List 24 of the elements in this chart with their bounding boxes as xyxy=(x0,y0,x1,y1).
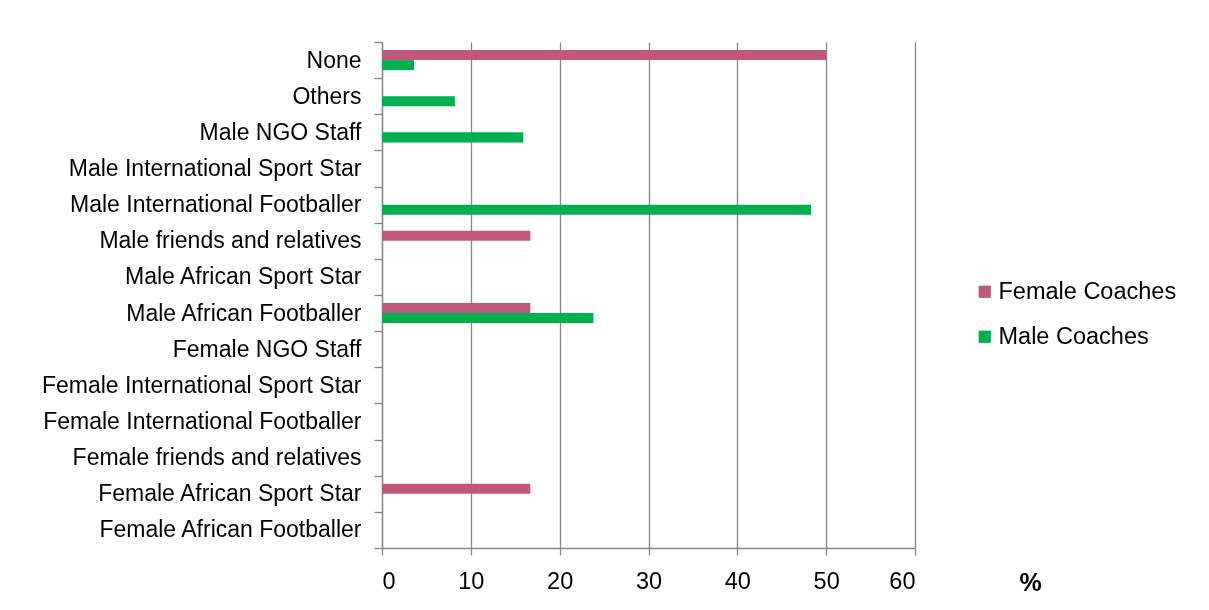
y-tick-label: None xyxy=(306,46,362,73)
y-tick-label: Male NGO Staff xyxy=(199,118,363,145)
x-tick-label: 30 xyxy=(635,567,663,594)
y-tick-label: Female International Footballer xyxy=(43,408,362,434)
y-tick-label: Female African Sport Star xyxy=(98,480,362,507)
y-tick-label: Male African Footballer xyxy=(126,299,362,326)
x-tick-label: 40 xyxy=(724,567,751,594)
y-tick-label: Female NGO Staff xyxy=(172,335,363,362)
legend-label: Female Coaches xyxy=(998,277,1177,304)
x-axis-title: % xyxy=(1019,567,1042,596)
y-tick-label: Male African Sport Star xyxy=(125,263,362,290)
y-tick-label: Female International Sport Star xyxy=(41,371,362,398)
y-tick-label: Female friends and relatives xyxy=(72,444,362,471)
x-tick-label: 0 xyxy=(382,567,396,594)
y-tick-label: Male friends and relatives xyxy=(99,227,362,254)
x-tick-label: 10 xyxy=(458,567,485,594)
x-tick-label: 20 xyxy=(547,567,574,594)
y-tick-label: Others xyxy=(292,82,362,109)
x-tick-label: 60 xyxy=(889,567,916,594)
y-tick-label: Male International Sport Star xyxy=(68,155,362,181)
y-tick-label: Female African Footballer xyxy=(99,516,362,543)
y-tick-label: Male International Footballer xyxy=(70,191,362,218)
legend-label: Male Coaches xyxy=(998,322,1149,349)
x-tick-label: 50 xyxy=(813,567,840,594)
